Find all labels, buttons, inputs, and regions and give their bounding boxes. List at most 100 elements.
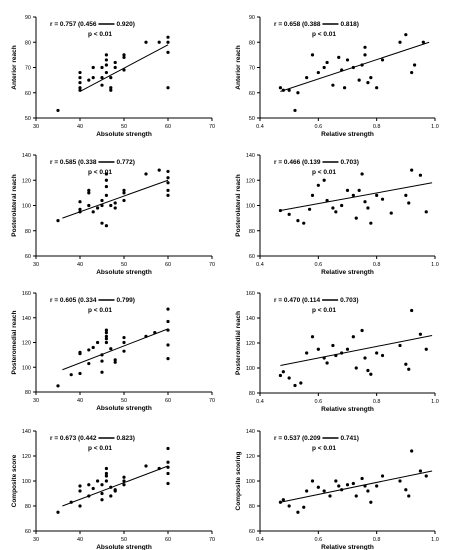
panel-5-x-tick-label-3: 60 [165,398,171,404]
panel-5-point-6 [87,348,91,352]
panel-1-stat-r: r = 0.757 (0.456 [50,21,97,28]
panel-7-point-10 [100,491,104,496]
panel-8-stat-r: r = 0.537 (0.209 [274,435,321,442]
panel-3-point-13 [104,193,108,197]
panel-8-point-16 [360,476,364,481]
panel-4-point-23 [404,193,408,197]
panel-3-point-26 [166,188,170,192]
panel-8-point-10 [334,479,338,483]
panel-1-point-13 [104,63,108,67]
panel-1-point-15 [104,53,108,57]
panel-4-point-26 [418,173,423,177]
panel-5-point-1 [69,373,73,377]
panel-4-point-21 [380,197,385,201]
panel-6-x-tick-label-2: 0.8 [373,399,381,405]
panel-4-point-9 [331,206,335,210]
panel-3-stat-p: p < 0.01 [88,169,112,176]
panel-3-point-12 [104,224,108,228]
panel-4-stat-ci-hi: 0.703) [340,159,358,166]
panel-5-point-2 [78,371,82,376]
panel-6-point-1 [281,370,285,374]
panel-7-point-17 [109,494,113,498]
panel-8-point-4 [302,505,306,509]
panel-1-point-16 [109,88,113,92]
panel-8-point-5 [305,489,309,493]
panel-5-x-tick-label-1: 40 [77,398,83,404]
panel-1-point-6 [87,78,91,82]
panel-1-point-21 [122,55,126,60]
panel-1-point-25 [157,40,161,44]
panel-6-point-3 [293,383,297,388]
panel-8-point-9 [328,494,332,498]
panel-1-point-1 [78,88,82,92]
panel-5-y-tick-label-2: 120 [22,341,31,347]
panel-7-y-axis-label: Composite score [11,454,18,507]
panel-5-point-19 [113,358,117,362]
panel-7-point-22 [122,475,126,479]
panel-4-y-tick-label-0: 60 [249,254,255,260]
panel-5-point-24 [153,331,157,335]
panel-1-x-tick-label-4: 70 [209,124,215,130]
panel-3-point-10 [100,203,104,208]
panel-8-y-tick-label-1: 80 [249,504,255,510]
panel-7-point-5 [87,494,91,498]
panel-6-regression-line [280,335,433,366]
panel-1-point-20 [113,60,117,65]
panel-2-stat-ci-hi: 0.818) [340,21,358,28]
panel-7-x-tick-label-4: 70 [209,537,215,543]
panel-4-point-24 [407,201,411,205]
panel-7-point-16 [109,485,113,489]
panel-2-x-tick-label-1: 0.6 [315,124,323,130]
panel-7-point-26 [166,471,170,476]
panel-3-point-2 [78,207,82,211]
panel-5-y-tick-label-1: 100 [22,365,31,371]
panel-4-point-2 [296,219,300,223]
panel-1-point-8 [91,65,95,70]
panel-6-point-17 [363,356,367,360]
panel-6-point-10 [331,343,335,348]
panel-6-y-tick-label-0: 80 [249,391,255,397]
panel-8-point-13 [345,483,350,487]
panel-4-point-6 [316,183,320,187]
panel-5-point-9 [100,370,104,374]
panel-8-point-7 [316,485,320,489]
panel-4-point-5 [310,193,315,197]
panel-5-y-axis-label: Posteromedial reach [11,311,18,375]
panel-7-point-2 [78,504,82,508]
panel-5-x-axis-label: Absolute strength [96,405,152,412]
panel-4-point-12 [345,188,350,192]
panel-3-x-axis-label: Absolute strength [96,269,152,276]
panel-6-point-9 [325,361,329,365]
panel-2-point-6 [310,53,315,57]
panel-7-x-tick-label-2: 50 [121,537,127,543]
panel-7-stat-p: p < 0.01 [88,445,112,452]
panel-2-point-14 [345,58,350,62]
panel-8-x-tick-label-1: 0.6 [315,537,323,543]
panel-2-point-24 [398,40,402,44]
panel-3-point-25 [166,193,170,197]
panel-3-point-16 [104,172,108,176]
panel-1-point-0 [56,108,60,113]
panel-8-point-23 [404,488,408,492]
panel-2-point-26 [410,70,414,75]
panel-1-point-17 [109,86,113,90]
panel-3-point-1 [78,210,82,214]
panel-5-regression-line [62,328,169,371]
panel-6-point-27 [424,347,428,351]
panel-5-point-4 [78,350,82,354]
panel-1-point-14 [104,58,108,62]
panel-5-point-22 [122,335,126,340]
panel-6-stat-p: p < 0.01 [312,307,336,314]
panel-5-stat-ci-hi: 0.799) [116,297,134,304]
panel-4-x-tick-label-0: 0.4 [256,262,264,268]
panel-8-point-21 [380,474,385,478]
panel-6-point-23 [404,362,408,366]
panel-2-stat-p: p < 0.01 [312,31,336,38]
panel-8-stat-ci-hi: 0.741) [340,435,358,442]
panel-6-point-6 [310,335,315,339]
panel-4-point-8 [325,198,329,203]
panel-4-point-0 [278,208,283,213]
panel-4-x-tick-label-2: 0.8 [373,262,381,268]
panel-6-point-19 [369,372,373,376]
panel-2-x-tick-label-3: 1.0 [431,124,439,130]
